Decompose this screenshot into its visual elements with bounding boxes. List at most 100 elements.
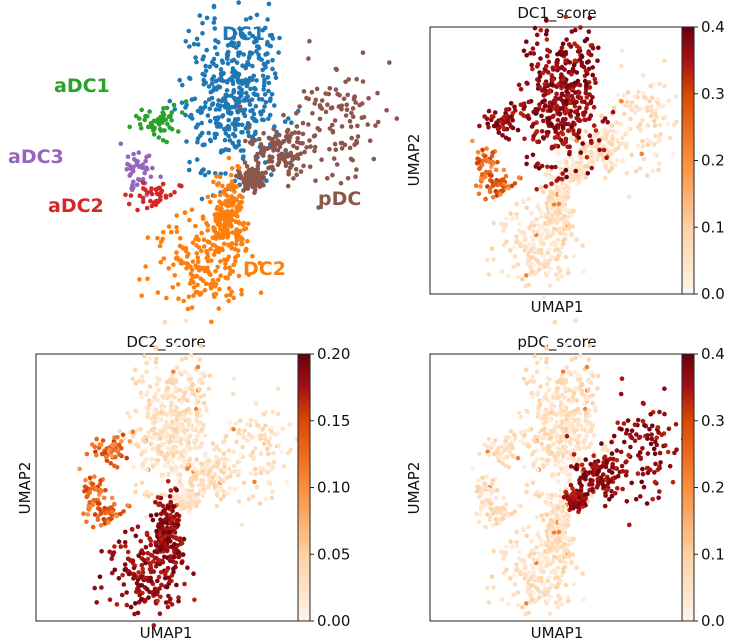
score-point: [204, 408, 209, 414]
cluster-point: [352, 94, 358, 99]
score-point: [543, 431, 548, 436]
score-point: [91, 497, 97, 503]
cluster-point: [281, 112, 286, 118]
score-point: [503, 544, 509, 549]
score-point: [122, 562, 128, 567]
score-point: [134, 589, 139, 595]
score-point: [553, 182, 558, 188]
score-point: [558, 512, 563, 518]
cluster-point: [163, 195, 169, 200]
cluster-point: [144, 113, 150, 119]
score-point: [491, 585, 496, 590]
score-point: [627, 194, 632, 200]
cluster-point: [223, 261, 228, 267]
cluster-point: [157, 126, 163, 132]
cluster-point: [226, 185, 232, 190]
cluster-point: [239, 287, 244, 293]
score-point: [565, 270, 571, 276]
score-point: [563, 218, 568, 224]
score-point: [536, 550, 541, 556]
score-point: [590, 45, 596, 51]
cluster-point: [176, 296, 181, 302]
cluster-point: [214, 87, 219, 92]
cluster-point: [274, 129, 279, 135]
cluster-point: [219, 148, 224, 153]
cluster-point: [229, 289, 234, 295]
score-point: [574, 43, 580, 49]
cluster-point: [235, 248, 241, 253]
score-point: [480, 147, 485, 153]
score-point: [583, 84, 589, 89]
cluster-point: [245, 59, 250, 65]
score-point: [161, 426, 166, 432]
cluster-point: [228, 172, 234, 178]
score-point: [231, 427, 236, 432]
cluster-point: [266, 159, 271, 164]
cluster-point: [210, 278, 216, 283]
cluster-point: [189, 305, 195, 310]
score-point: [588, 113, 594, 118]
cluster-point: [137, 277, 142, 282]
score-point: [603, 136, 609, 142]
cluster-label-dc2: DC2: [243, 258, 286, 280]
score-point: [526, 610, 532, 616]
cluster-point: [149, 122, 155, 128]
score-point: [509, 183, 515, 189]
score-point: [188, 353, 194, 358]
cluster-point: [233, 121, 239, 126]
score-point: [559, 274, 565, 279]
score-point: [654, 435, 659, 441]
score-point: [564, 37, 569, 42]
cluster-point: [171, 102, 177, 108]
cluster-point: [263, 61, 268, 67]
score-point: [540, 463, 546, 468]
score-point: [503, 501, 509, 507]
score-point: [565, 144, 570, 150]
colorbar-tick-label: 0.4: [701, 18, 725, 36]
cluster-point: [234, 205, 239, 210]
score-point: [138, 597, 144, 602]
score-point: [155, 448, 160, 454]
cluster-point: [239, 175, 244, 181]
score-point: [665, 121, 671, 127]
cluster-point: [259, 181, 265, 186]
cluster-point: [172, 107, 178, 112]
score-point: [604, 155, 609, 161]
score-point: [654, 107, 659, 113]
score-point: [534, 457, 540, 462]
cluster-point: [213, 78, 219, 84]
score-point: [609, 160, 614, 166]
score-point: [516, 503, 522, 508]
cluster-point: [213, 107, 219, 112]
score-point: [582, 117, 587, 122]
cluster-point: [246, 272, 252, 278]
score-point: [153, 500, 158, 505]
cluster-point: [261, 175, 267, 180]
score-point: [563, 560, 568, 566]
score-point: [118, 544, 124, 549]
cluster-point: [145, 276, 150, 282]
score-point: [107, 505, 113, 511]
score-point: [587, 420, 592, 425]
score-point: [85, 512, 91, 517]
cluster-point: [227, 138, 233, 143]
score-point: [178, 388, 183, 393]
score-point: [564, 159, 569, 165]
score-point: [641, 156, 647, 162]
score-point: [144, 369, 149, 375]
score-point: [102, 521, 108, 526]
cluster-point: [186, 294, 192, 300]
cluster-point: [267, 136, 273, 141]
score-point: [609, 493, 615, 499]
score-point: [529, 210, 534, 216]
score-point: [201, 482, 206, 487]
score-point: [541, 241, 547, 246]
score-point: [483, 497, 489, 503]
cluster-point: [228, 268, 234, 274]
score-point: [657, 465, 662, 471]
score-point: [564, 107, 569, 112]
score-point: [611, 105, 617, 111]
cluster-point: [228, 110, 234, 116]
score-point: [263, 496, 269, 502]
cluster-point: [191, 41, 197, 47]
